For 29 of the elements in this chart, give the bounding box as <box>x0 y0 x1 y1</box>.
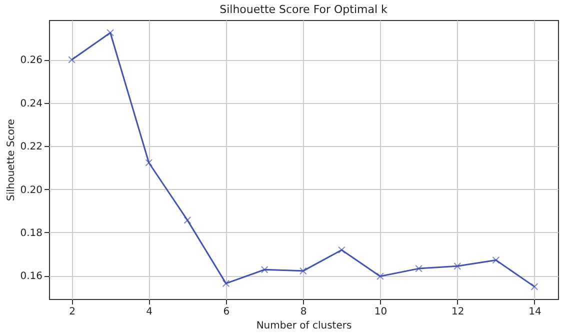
y-tick-label: 0.26 <box>20 55 42 66</box>
point <box>415 264 422 272</box>
point <box>376 272 384 280</box>
y-tick-label: 0.24 <box>20 98 42 110</box>
x-tick-label: 2 <box>69 306 76 318</box>
point <box>184 216 192 224</box>
point <box>338 246 346 254</box>
chart-title: Silhouette Score For Optimal k <box>220 3 388 16</box>
x-axis-title: Number of clusters <box>256 320 352 332</box>
x-tick-label: 6 <box>223 306 230 318</box>
y-axis-title: Silhouette Score <box>6 118 18 202</box>
x-tick-label: 12 <box>451 306 464 318</box>
point <box>492 256 500 264</box>
point <box>530 283 538 290</box>
point <box>145 159 153 166</box>
x-tick-label: 14 <box>528 306 542 318</box>
point <box>454 262 462 270</box>
x-tick-label: 4 <box>146 306 153 318</box>
x-tick-label: 10 <box>374 306 388 318</box>
point <box>260 266 268 274</box>
point <box>106 29 114 36</box>
y-tick-label: 0.16 <box>20 271 42 282</box>
point <box>222 280 230 288</box>
x-tick-label: 8 <box>300 306 307 318</box>
y-tick-label: 0.20 <box>20 184 42 196</box>
point <box>68 56 76 64</box>
y-tick-label: 0.22 <box>20 142 42 153</box>
y-tick-label: 0.18 <box>20 228 42 239</box>
point <box>299 267 307 275</box>
